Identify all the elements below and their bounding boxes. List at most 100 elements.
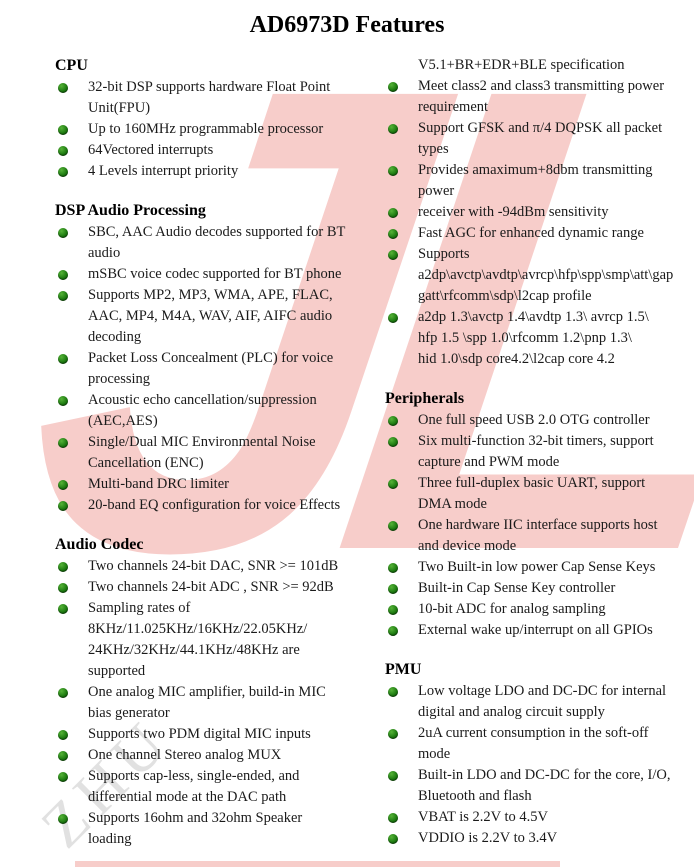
feature-section: PMU Low voltage LDO and DC-DC for interna… [385, 659, 694, 849]
feature-text: Support GFSK and π/4 DQPSK all packet ty… [418, 120, 663, 157]
feature-text: Supports cap-less, single-ended, and dif… [88, 768, 300, 805]
feature-text: VBAT is 2.2V to 4.5V [418, 809, 548, 825]
feature-text: One full speed USB 2.0 OTG controller [418, 412, 650, 428]
feature-item: Built-in LDO and DC-DC for the core, I/O… [385, 765, 694, 807]
feature-text: Provides amaximum+8dbm transmitting powe… [418, 162, 653, 199]
bullet-icon [388, 729, 398, 739]
section-heading: PMU [385, 661, 422, 678]
feature-text: SBC, AAC Audio decodes supported for BT … [88, 224, 346, 261]
bullet-icon [58, 396, 68, 406]
feature-text: 64Vectored interrupts [88, 142, 214, 158]
feature-section: V5.1+BR+EDR+BLE specification Meet class2… [385, 55, 694, 370]
feature-text: Meet class2 and class3 transmitting powe… [418, 78, 665, 115]
feature-item: Supports MP2, MP3, WMA, APE, FLAC, AAC, … [55, 285, 385, 348]
bullet-icon [58, 354, 68, 364]
feature-section: CPU 32-bit DSP supports hardware Float Po… [55, 55, 385, 182]
feature-item: Meet class2 and class3 transmitting powe… [385, 76, 694, 118]
feature-item: Multi-band DRC limiter [55, 474, 385, 495]
feature-text: Up to 160MHz programmable processor [88, 121, 324, 137]
section-heading: Audio Codec [55, 536, 144, 553]
bullet-icon [58, 228, 68, 238]
feature-text: Low voltage LDO and DC-DC for internal d… [418, 683, 667, 720]
feature-item: One full speed USB 2.0 OTG controller [385, 410, 694, 431]
feature-text: a2dp 1.3\avctp 1.4\avdtp 1.3\ avrcp 1.5\… [418, 309, 649, 367]
feature-section: Audio Codec Two channels 24-bit DAC, SNR … [55, 534, 385, 850]
feature-text: VDDIO is 2.2V to 3.4V [418, 830, 558, 846]
bullet-icon [58, 604, 68, 614]
feature-item: Sampling rates of 8KHz/11.025KHz/16KHz/2… [55, 598, 385, 682]
bullet-icon [388, 250, 398, 260]
feature-item: 2uA current consumption in the soft-off … [385, 723, 694, 765]
section-heading: DSP Audio Processing [55, 202, 206, 219]
section-heading: CPU [55, 57, 88, 74]
feature-text: One channel Stereo analog MUX [88, 747, 282, 763]
feature-text: Single/Dual MIC Environmental Noise Canc… [88, 434, 316, 471]
bottom-pink-strip [75, 861, 560, 867]
bullet-icon [388, 563, 398, 573]
bullet-icon [58, 83, 68, 93]
bullet-icon [58, 438, 68, 448]
bullet-icon [58, 688, 68, 698]
feature-item: Low voltage LDO and DC-DC for internal d… [385, 681, 694, 723]
feature-item: Supports a2dp\avctp\avdtp\avrcp\hfp\spp\… [385, 244, 694, 307]
feature-section: Peripherals One full speed USB 2.0 OTG co… [385, 388, 694, 641]
feature-text: receiver with -94dBm sensitivity [418, 204, 609, 220]
bullet-icon [58, 730, 68, 740]
section-heading: Peripherals [385, 390, 465, 407]
bullet-icon [58, 501, 68, 511]
bullet-icon [58, 583, 68, 593]
feature-item: Provides amaximum+8dbm transmitting powe… [385, 160, 694, 202]
bullet-icon [58, 167, 68, 177]
feature-item: One analog MIC amplifier, build-in MIC b… [55, 682, 385, 724]
feature-column: CPU 32-bit DSP supports hardware Float Po… [55, 55, 385, 850]
bullet-icon [388, 82, 398, 92]
feature-item: receiver with -94dBm sensitivity [385, 202, 694, 223]
feature-item: Acoustic echo cancellation/suppression (… [55, 390, 385, 432]
feature-text: Built-in LDO and DC-DC for the core, I/O… [418, 767, 671, 804]
feature-item: Up to 160MHz programmable processor [55, 119, 385, 140]
bullet-icon [388, 834, 398, 844]
bullet-icon [388, 584, 398, 594]
feature-text: Supports MP2, MP3, WMA, APE, FLAC, AAC, … [88, 287, 333, 345]
feature-item: VDDIO is 2.2V to 3.4V [385, 828, 694, 849]
bullet-icon [388, 605, 398, 615]
feature-text: Supports two PDM digital MIC inputs [88, 726, 311, 742]
bullet-icon [388, 813, 398, 823]
feature-text: mSBC voice codec supported for BT phone [88, 266, 342, 282]
feature-text: Fast AGC for enhanced dynamic range [418, 225, 644, 241]
feature-text: One hardware IIC interface supports host… [418, 517, 658, 554]
bullet-icon [58, 772, 68, 782]
feature-item: Three full-duplex basic UART, support DM… [385, 473, 694, 515]
feature-text: Multi-band DRC limiter [88, 476, 229, 492]
feature-text: Two channels 24-bit ADC , SNR >= 92dB [88, 579, 334, 595]
feature-item: Packet Loss Concealment (PLC) for voice … [55, 348, 385, 390]
bullet-icon [58, 562, 68, 572]
bullet-icon [388, 416, 398, 426]
bullet-icon [58, 146, 68, 156]
feature-item: Two Built-in low power Cap Sense Keys [385, 557, 694, 578]
feature-item: Supports cap-less, single-ended, and dif… [55, 766, 385, 808]
feature-item: Six multi-function 32-bit timers, suppor… [385, 431, 694, 473]
feature-text: 10-bit ADC for analog sampling [418, 601, 606, 617]
feature-text: 4 Levels interrupt priority [88, 163, 239, 179]
feature-item: One hardware IIC interface supports host… [385, 515, 694, 557]
feature-text: Supports 16ohm and 32ohm Speaker loading [88, 810, 303, 847]
page-title: AD6973D Features [249, 12, 445, 38]
bullet-icon [58, 291, 68, 301]
feature-item: SBC, AAC Audio decodes supported for BT … [55, 222, 385, 264]
feature-item: Supports 16ohm and 32ohm Speaker loading [55, 808, 385, 850]
feature-item: One channel Stereo analog MUX [55, 745, 385, 766]
feature-text: 20-band EQ configuration for voice Effec… [88, 497, 341, 513]
bullet-icon [388, 124, 398, 134]
bullet-icon [388, 229, 398, 239]
bullet-icon [388, 313, 398, 323]
feature-text: Two Built-in low power Cap Sense Keys [418, 559, 656, 575]
feature-item: 20-band EQ configuration for voice Effec… [55, 495, 385, 516]
feature-item: Two channels 24-bit ADC , SNR >= 92dB [55, 577, 385, 598]
bullet-icon [388, 479, 398, 489]
bullet-icon [388, 771, 398, 781]
feature-item: Single/Dual MIC Environmental Noise Canc… [55, 432, 385, 474]
feature-item: 10-bit ADC for analog sampling [385, 599, 694, 620]
bullet-icon [388, 626, 398, 636]
feature-item: Support GFSK and π/4 DQPSK all packet ty… [385, 118, 694, 160]
